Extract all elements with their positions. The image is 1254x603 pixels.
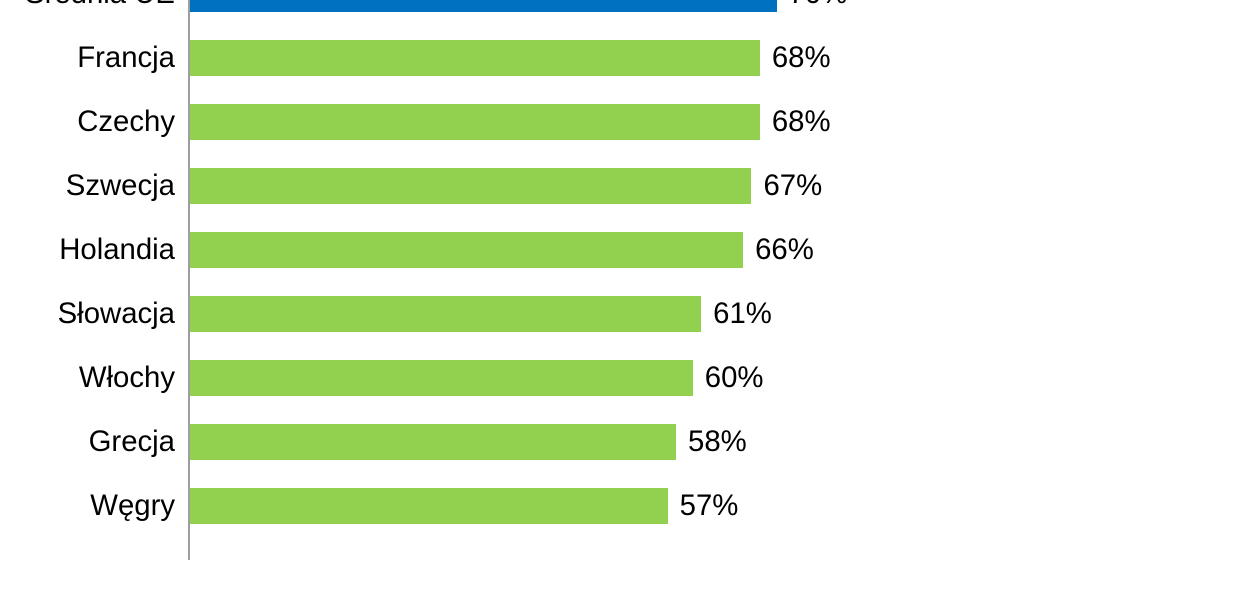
value-label: 67% <box>763 169 822 203</box>
bar <box>190 0 777 12</box>
bar <box>190 296 701 332</box>
value-label: 58% <box>688 425 747 459</box>
category-label: Szwecja <box>66 169 175 203</box>
value-label: 61% <box>713 297 772 331</box>
bar <box>190 488 668 524</box>
value-label: 70% <box>789 0 848 11</box>
category-label: Węgry <box>90 489 175 523</box>
category-label: Średnia UE <box>25 0 175 11</box>
category-label: Włochy <box>79 361 175 395</box>
horizontal-bar-chart: Średnia UE 70% Francja 68% Czechy 68% Szwecja 6… <box>0 0 1254 603</box>
bar <box>190 232 743 268</box>
bar <box>190 424 676 460</box>
category-label: Holandia <box>59 233 175 267</box>
value-label: 68% <box>772 105 831 139</box>
category-label: Słowacja <box>58 297 175 331</box>
category-label: Francja <box>77 41 175 75</box>
bar-row: Słowacja 61% <box>0 296 1254 332</box>
value-label: 68% <box>772 41 831 75</box>
value-label: 57% <box>680 489 739 523</box>
bar <box>190 168 751 204</box>
value-label: 66% <box>755 233 814 267</box>
bar <box>190 104 760 140</box>
bar-row: Szwecja 67% <box>0 168 1254 204</box>
y-axis-line <box>188 0 190 560</box>
bar-row: Francja 68% <box>0 40 1254 76</box>
bar-row: Czechy 68% <box>0 104 1254 140</box>
bar-row: Holandia 66% <box>0 232 1254 268</box>
bar <box>190 40 760 76</box>
bar <box>190 360 693 396</box>
category-label: Czechy <box>77 105 175 139</box>
bar-row: Średnia UE 70% <box>0 0 1254 12</box>
bar-row: Grecja 58% <box>0 424 1254 460</box>
bar-row: Węgry 57% <box>0 488 1254 524</box>
bar-row: Włochy 60% <box>0 360 1254 396</box>
category-label: Grecja <box>89 425 175 459</box>
value-label: 60% <box>705 361 764 395</box>
